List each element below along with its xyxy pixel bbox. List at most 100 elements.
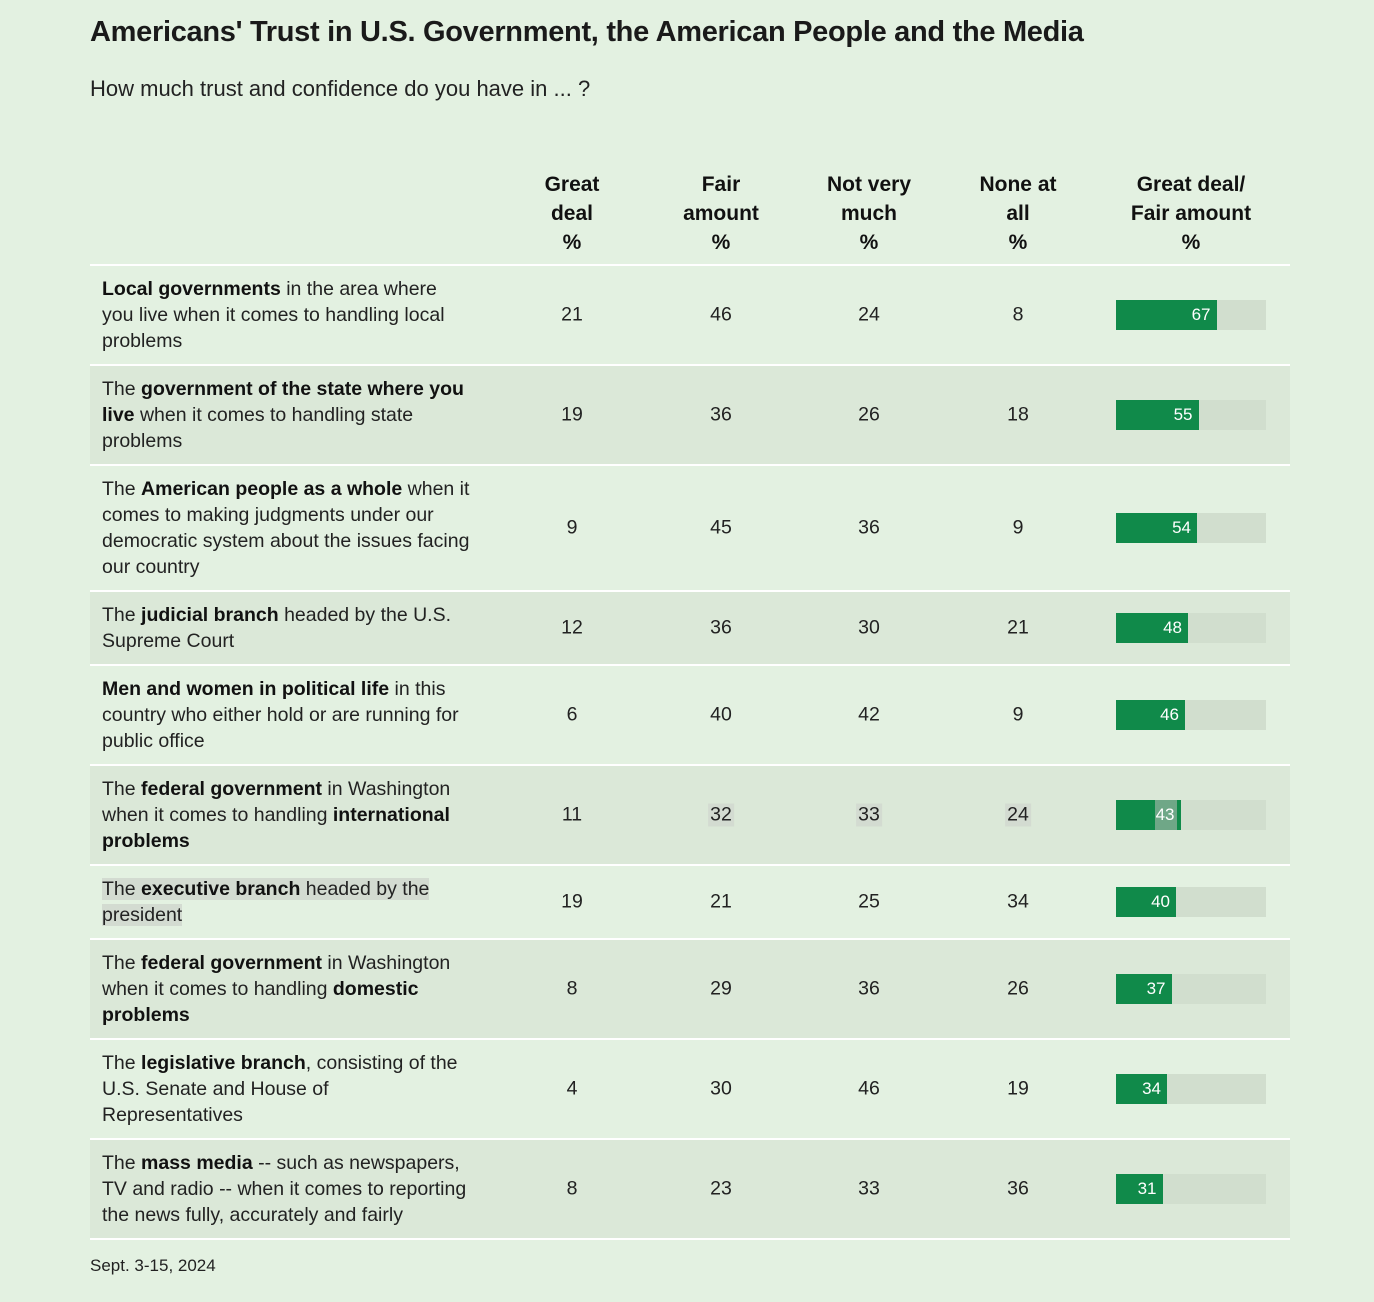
bar-track: 48 <box>1116 613 1266 643</box>
row-label-text: when it comes to making judgments under … <box>102 478 470 578</box>
row-label-text: in the area where you live when it comes… <box>102 278 445 352</box>
cell-none-at-all: 19 <box>1007 1077 1029 1100</box>
bar-track: 46 <box>1116 700 1266 730</box>
table-body: Local governments in the area where you … <box>90 266 1290 1240</box>
cell-great-deal: 4 <box>566 1077 578 1100</box>
cell-fair-amount: 30 <box>710 1077 732 1100</box>
cell-none-at-all: 9 <box>1012 703 1024 726</box>
bar-fill <box>1116 700 1185 730</box>
row-label-text: in this country who either hold or are r… <box>102 678 459 752</box>
bar-track: 40 <box>1116 887 1266 917</box>
bar-fill <box>1116 974 1172 1004</box>
bar-value-label: 43 <box>1155 805 1175 824</box>
row-label-text: The <box>102 878 142 900</box>
cell-none-at-all: 9 <box>1012 516 1024 539</box>
column-header-fair-amount: Fair amount% <box>683 173 759 254</box>
column-header-great-deal: Great deal% <box>544 173 600 254</box>
row-label-text: The <box>102 952 142 974</box>
row-label-text: The <box>102 378 142 400</box>
bar-highlight <box>1154 800 1177 830</box>
row-label-text: The <box>102 1152 142 1174</box>
table-row: The legislative branch, consisting of th… <box>90 1040 1290 1140</box>
row-label: The American people as a whole when it c… <box>90 466 470 590</box>
row-label-text: in Washington when it comes to handling <box>102 952 451 1000</box>
table-header: Great deal% Fair amount% Not very much% Non… <box>90 166 1290 266</box>
row-label-bold-text: legislative branch <box>141 1052 306 1074</box>
cell-none-at-all: 36 <box>1007 1177 1029 1200</box>
cell-great-deal: 6 <box>566 703 578 726</box>
table-row: The judicial branch headed by the U.S. S… <box>90 592 1290 666</box>
cell-none-at-all: 8 <box>1012 303 1024 326</box>
cell-fair-amount: 45 <box>710 516 732 539</box>
table-row: The federal government in Washington whe… <box>90 940 1290 1040</box>
cell-great-deal: 9 <box>566 516 578 539</box>
cell-not-very-much: 36 <box>858 516 880 539</box>
row-label-bold-text: federal government <box>141 952 322 974</box>
bar-value-label: 34 <box>1142 1079 1161 1098</box>
bar-track: 43 <box>1116 800 1266 830</box>
bar-value-label: 48 <box>1163 618 1182 637</box>
table-row: The federal government in Washington whe… <box>90 766 1290 866</box>
row-label-bold-text: American people as a whole <box>141 478 403 500</box>
bar-track: 37 <box>1116 974 1266 1004</box>
cell-not-very-much: 25 <box>858 890 880 913</box>
cell-fair-amount: 21 <box>710 890 732 913</box>
cell-great-deal: 12 <box>561 616 583 639</box>
bar-fill <box>1116 513 1197 543</box>
cell-none-at-all: 24 <box>1005 803 1031 827</box>
bar-track: 55 <box>1116 400 1266 430</box>
cell-great-deal: 21 <box>561 303 583 326</box>
row-label-text: The <box>102 478 142 500</box>
cell-none-at-all: 34 <box>1007 890 1029 913</box>
row-label: The judicial branch headed by the U.S. S… <box>90 592 470 664</box>
bar-value-label: 46 <box>1160 705 1179 724</box>
bar-value-label: 67 <box>1191 305 1211 324</box>
table-row: The government of the state where you li… <box>90 366 1290 466</box>
bar-fill <box>1116 1174 1163 1204</box>
row-label: The federal government in Washington whe… <box>90 940 470 1038</box>
row-label-bold-text: international problems <box>102 804 450 852</box>
row-label-bold-text: mass media <box>141 1152 253 1174</box>
row-label-text: The <box>102 604 142 626</box>
row-label-text: , consisting of the U.S. Senate and Hous… <box>102 1052 458 1126</box>
bar-track: 54 <box>1116 513 1266 543</box>
cell-not-very-much: 30 <box>858 616 880 639</box>
trust-table: Great deal% Fair amount% Not very much% Non… <box>90 166 1290 1240</box>
row-label-text: headed by the president <box>102 878 430 926</box>
bar-fill <box>1116 300 1217 330</box>
cell-not-very-much: 33 <box>858 1177 880 1200</box>
cell-fair-amount: 40 <box>710 703 732 726</box>
row-label: Local governments in the area where you … <box>90 266 470 364</box>
cell-great-deal: 8 <box>566 1177 578 1200</box>
bar-track: 67 <box>1116 300 1266 330</box>
row-label-text: The <box>102 1052 142 1074</box>
row-label: Men and women in political life in this … <box>90 666 470 764</box>
bar-value-label: 55 <box>1173 405 1193 424</box>
row-label-text: The <box>102 778 142 800</box>
row-label-bold-text: domestic problems <box>102 978 419 1026</box>
bar-value-label: 31 <box>1137 1179 1157 1198</box>
row-label: The executive branch headed by the presi… <box>90 866 470 938</box>
row-label-bold-text: government of the state where you live <box>102 378 464 426</box>
cell-not-very-much: 42 <box>858 703 880 726</box>
cell-none-at-all: 26 <box>1007 977 1029 1000</box>
table-row: The executive branch headed by the presi… <box>90 866 1290 940</box>
cell-fair-amount: 29 <box>710 977 732 1000</box>
table-row: Men and women in political life in this … <box>90 666 1290 766</box>
bar-fill <box>1116 887 1176 917</box>
column-header-none-at-all: None at all% <box>979 173 1057 254</box>
row-label-bold-text: judicial branch <box>141 604 279 626</box>
cell-fair-amount: 32 <box>708 803 734 827</box>
bar-track: 34 <box>1116 1074 1266 1104</box>
row-label-bold-text: Local governments <box>102 278 281 300</box>
chart-title: Americans' Trust in U.S. Government, the… <box>90 16 1084 48</box>
row-label: The government of the state where you li… <box>90 366 470 464</box>
row-label-text: in Washington when it comes to handling <box>102 778 451 826</box>
cell-fair-amount: 23 <box>710 1177 732 1200</box>
table-row: The mass media -- such as newspapers, TV… <box>90 1140 1290 1240</box>
cell-great-deal: 11 <box>561 803 583 826</box>
bar-fill <box>1116 613 1188 643</box>
cell-not-very-much: 46 <box>858 1077 880 1100</box>
cell-not-very-much: 24 <box>858 303 880 326</box>
column-header-not-very-much: Not very much% <box>826 173 912 254</box>
